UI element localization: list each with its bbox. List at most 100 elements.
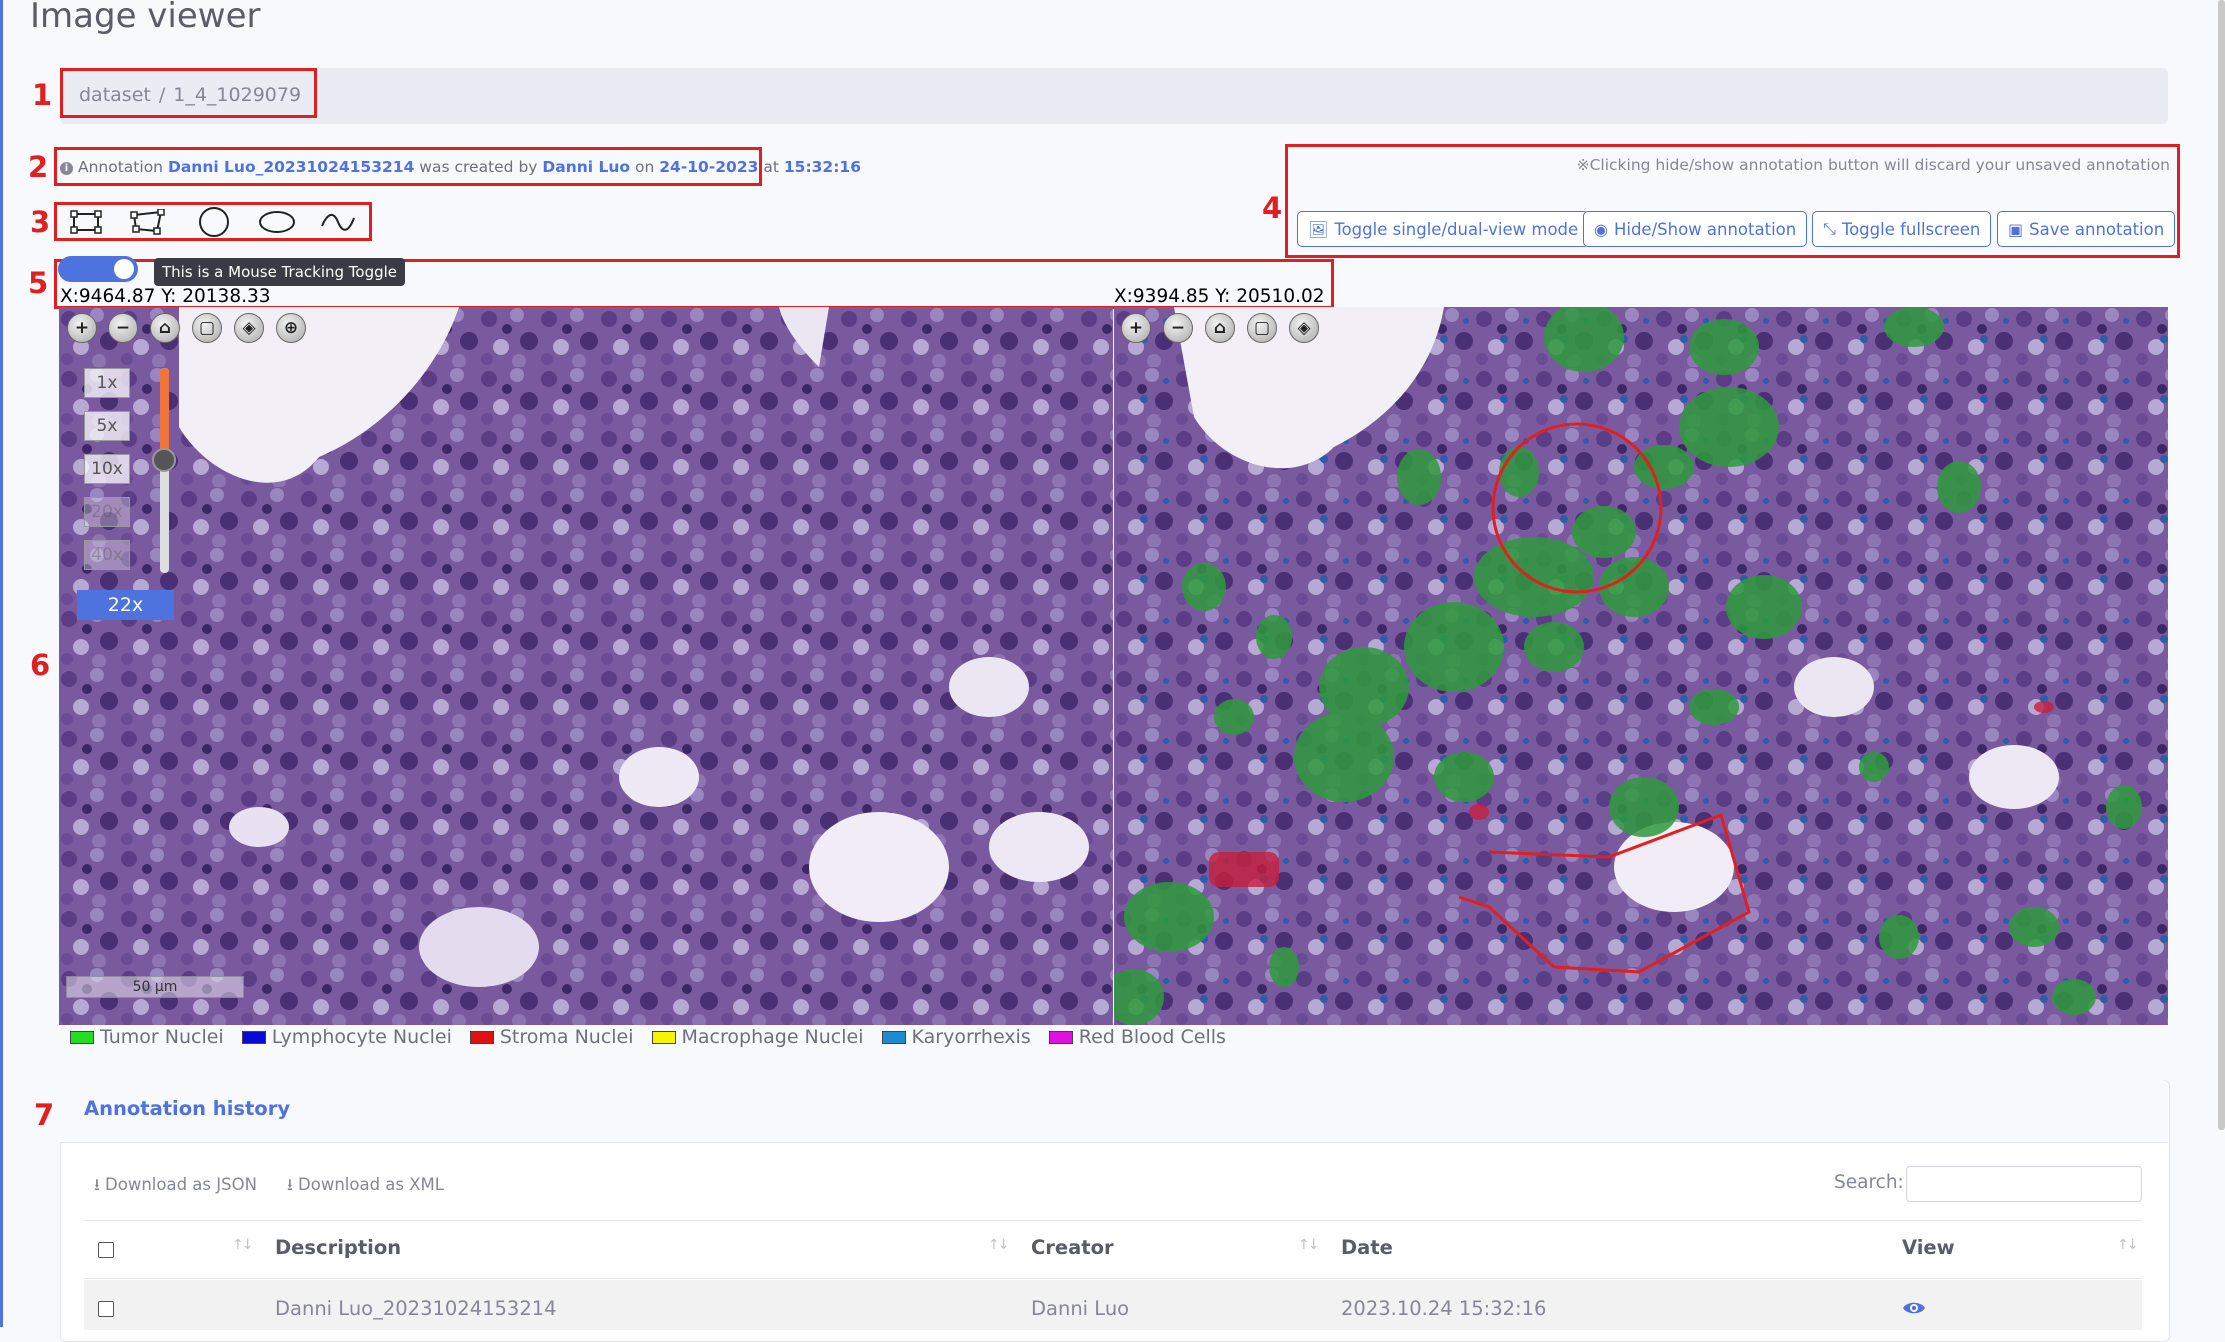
legend-item-tumor: Tumor Nuclei — [70, 1026, 224, 1048]
ellipse-tool-icon[interactable] — [253, 206, 301, 238]
left-fullpage-button[interactable]: ▢ — [192, 313, 222, 343]
image-icon: 🖼︎ — [1308, 219, 1329, 239]
breadcrumb-bar — [60, 68, 2168, 124]
polygon-tool-icon[interactable] — [124, 206, 172, 238]
left-home-button[interactable]: ⌂ — [150, 313, 180, 343]
legend-label: Karyorrhexis — [911, 1026, 1031, 1048]
circle-tool-icon[interactable] — [190, 206, 238, 238]
left-edge-accent — [0, 0, 3, 1327]
page-scrollbar[interactable] — [2218, 0, 2225, 1130]
select-all-checkbox[interactable] — [98, 1242, 114, 1258]
table-divider — [84, 1278, 2142, 1279]
legend-label: Lymphocyte Nuclei — [271, 1026, 452, 1048]
left-layers-button[interactable]: ◈ — [234, 313, 264, 343]
legend-swatch — [469, 1030, 494, 1044]
breadcrumb-item-dataset[interactable]: dataset — [79, 84, 151, 106]
right-fullpage-button[interactable]: ▢ — [1247, 313, 1277, 343]
sort-icon[interactable]: ↑↓ — [1298, 1237, 1320, 1253]
left-histology-image — [59, 307, 1113, 1025]
info-icon: i — [60, 162, 73, 175]
zoom-level-10x[interactable]: 10x — [84, 454, 130, 484]
highlight-box-1 — [60, 68, 317, 118]
rectangle-tool-icon[interactable] — [62, 206, 110, 238]
mouse-tracking-toggle[interactable] — [58, 256, 138, 282]
column-header-creator[interactable]: Creator — [1031, 1236, 1114, 1259]
marker-7: 7 — [34, 1098, 55, 1132]
right-zoom-in-button[interactable]: + — [1121, 313, 1151, 343]
toggle-view-mode-label: Toggle single/dual-view mode — [1334, 219, 1579, 239]
right-viewer-coords: X:9394.85 Y: 20510.02 — [1114, 286, 1325, 307]
column-header-view[interactable]: View — [1902, 1236, 1955, 1259]
left-zoom-out-button[interactable]: − — [108, 313, 138, 343]
row-checkbox[interactable] — [98, 1301, 114, 1317]
right-layers-button[interactable]: ◈ — [1289, 313, 1319, 343]
toggle-fullscreen-button[interactable]: ⤡ Toggle fullscreen — [1812, 211, 1992, 247]
breadcrumb-separator: / — [158, 84, 166, 106]
zoom-slider-handle[interactable] — [152, 448, 176, 473]
download-json-label: Download as JSON — [105, 1175, 257, 1194]
column-header-description[interactable]: Description — [275, 1236, 402, 1259]
column-header-date[interactable]: Date — [1341, 1236, 1393, 1259]
right-image-viewer[interactable] — [1114, 307, 2168, 1025]
hide-show-annotation-label: Hide/Show annotation — [1613, 219, 1797, 239]
save-annotation-button[interactable]: ▣ Save annotation — [1997, 211, 2176, 247]
legend-item-lymphocyte: Lymphocyte Nuclei — [241, 1026, 452, 1048]
legend-swatch — [70, 1030, 94, 1044]
zoom-level-40x[interactable]: 40x — [84, 540, 130, 570]
sort-icon[interactable]: ↑↓ — [2117, 1237, 2139, 1253]
download-json-button[interactable]: ⭳ Download as JSON — [94, 1173, 257, 1201]
zoom-level-1x[interactable]: 1x — [84, 368, 130, 398]
expand-icon: ⤡ — [1823, 219, 1836, 238]
download-icon: ⭳ — [287, 1175, 299, 1194]
highlight-box-4 — [1285, 144, 2180, 258]
legend-item-red-blood-cells: Red Blood Cells — [1048, 1026, 1226, 1048]
toggle-fullscreen-label: Toggle fullscreen — [1841, 219, 1981, 239]
legend-item-macrophage: Macrophage Nuclei — [651, 1026, 864, 1048]
left-magnifier-button[interactable]: ⊕ — [276, 313, 306, 343]
right-histology-image — [1114, 307, 2168, 1025]
download-xml-label: Download as XML — [298, 1175, 444, 1194]
row-date: 2023.10.24 15:32:16 — [1341, 1297, 1547, 1320]
table-row — [84, 1280, 2142, 1330]
breadcrumb-item-current: 1_4_1029079 — [173, 84, 302, 106]
legend-swatch — [241, 1030, 266, 1044]
row-creator: Danni Luo — [1031, 1297, 1130, 1320]
zoom-level-20x[interactable]: 20x — [84, 497, 130, 527]
right-home-button[interactable]: ⌂ — [1205, 313, 1235, 343]
legend-swatch — [881, 1030, 906, 1044]
zoom-level-5x[interactable]: 5x — [84, 411, 130, 441]
legend-swatch — [1048, 1030, 1073, 1044]
breadcrumb: dataset / 1_4_1029079 — [79, 84, 301, 106]
view-eye-icon[interactable] — [1902, 1299, 1926, 1321]
hide-show-annotation-button[interactable]: ◉ Hide/Show annotation — [1583, 211, 1808, 247]
annotation-creator: Danni Luo — [542, 158, 631, 176]
left-image-viewer[interactable] — [59, 307, 1113, 1025]
table-divider — [84, 1220, 2142, 1221]
highlight-box-2 — [54, 147, 762, 186]
sort-icon[interactable]: ↑↓ — [232, 1237, 254, 1253]
search-label: Search: — [1834, 1172, 1904, 1193]
info-on: on — [635, 158, 655, 176]
save-annotation-label: Save annotation — [2029, 219, 2165, 239]
marker-4: 4 — [1262, 191, 1283, 225]
sort-icon[interactable]: ↑↓ — [988, 1237, 1010, 1253]
freehand-tool-icon[interactable] — [314, 206, 362, 238]
annotation-date: 24-10-2023 — [659, 158, 759, 176]
marker-3: 3 — [30, 205, 51, 239]
save-icon: ▣ — [2008, 219, 2024, 239]
mouse-tracking-tooltip: This is a Mouse Tracking Toggle — [154, 258, 406, 286]
toggle-view-mode-button[interactable]: 🖼︎ Toggle single/dual-view mode — [1297, 211, 1590, 247]
legend-label: Macrophage Nuclei — [681, 1026, 864, 1048]
annotation-discard-note: ※Clicking hide/show annotation button wi… — [1576, 156, 2170, 174]
annotation-time: 15:32:16 — [783, 158, 861, 176]
left-zoom-in-button[interactable]: + — [67, 313, 97, 343]
legend-item-stroma: Stroma Nuclei — [469, 1026, 634, 1048]
right-zoom-out-button[interactable]: − — [1163, 313, 1193, 343]
marker-5: 5 — [28, 266, 49, 300]
annotation-history-title: Annotation history — [84, 1097, 291, 1120]
info-prefix: Annotation — [78, 158, 164, 176]
search-input[interactable] — [1906, 1166, 2142, 1202]
download-xml-button[interactable]: ⭳ Download as XML — [287, 1173, 444, 1201]
marker-6: 6 — [30, 648, 51, 682]
current-zoom-level: 22x — [77, 590, 174, 620]
